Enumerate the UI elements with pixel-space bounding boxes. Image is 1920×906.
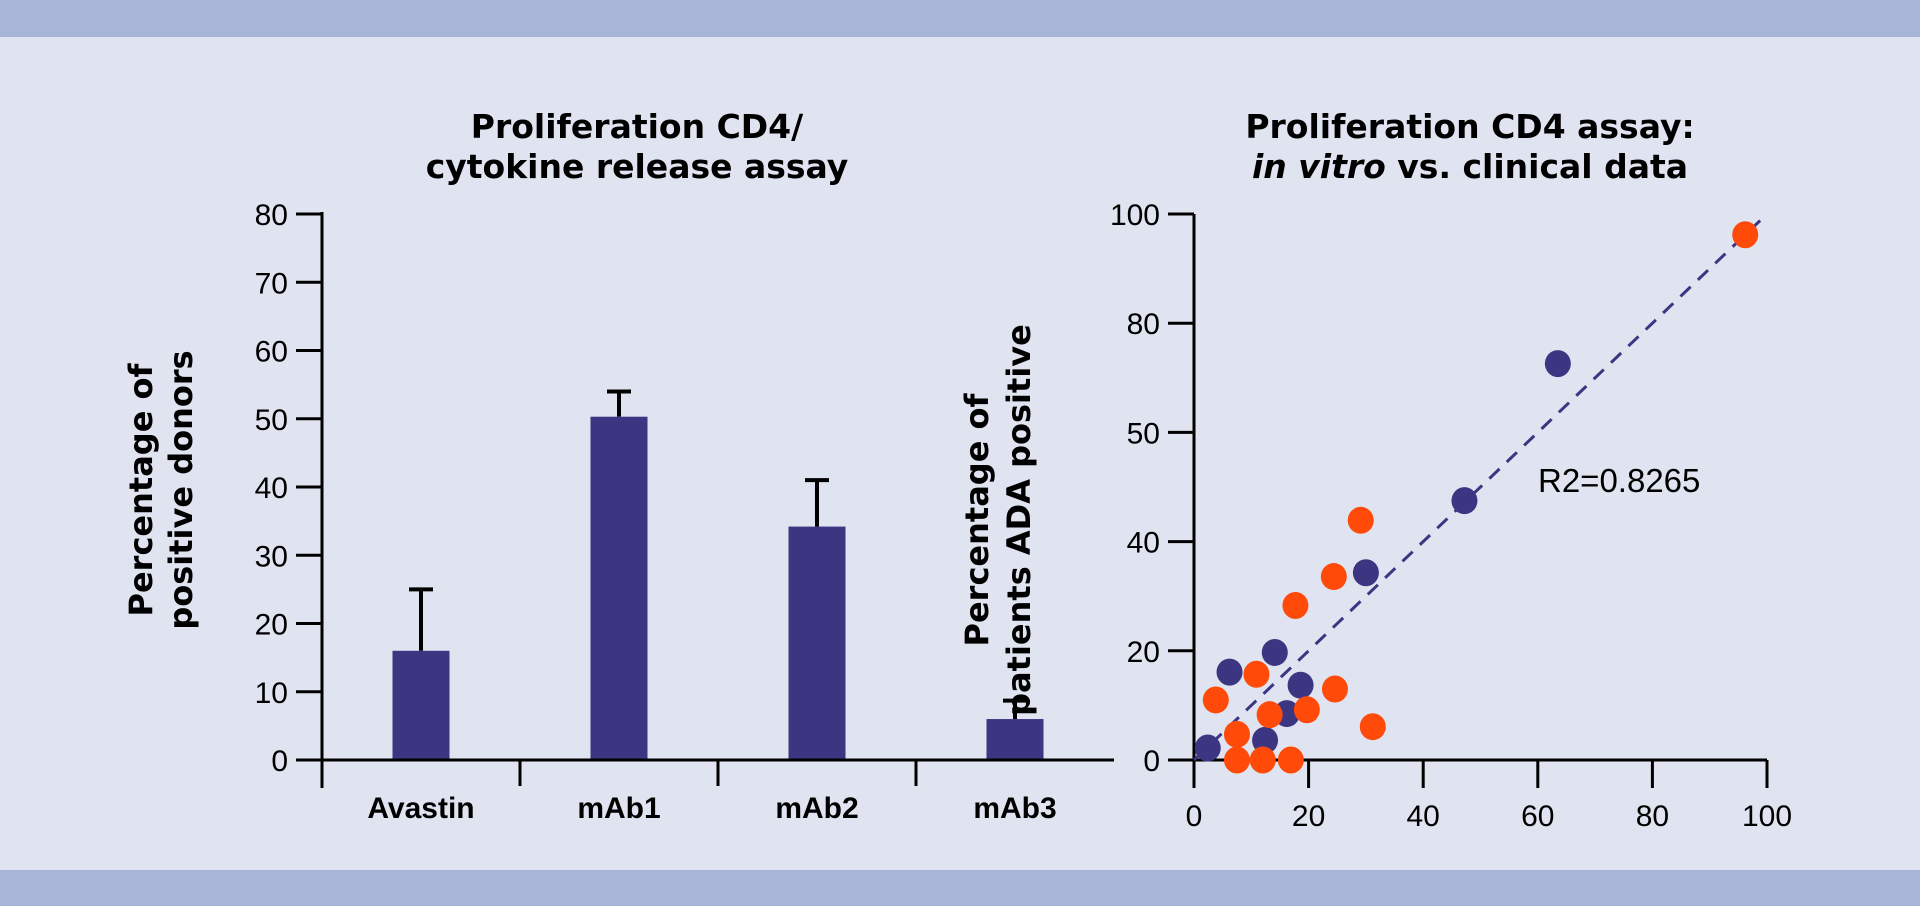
y-tick-label: 0 [1143,745,1160,778]
orange-point [1277,746,1304,774]
bar-chart-ylabel-line1: Percentage of [122,362,160,616]
y-tick-label: 100 [1110,199,1160,232]
y-tick-label: 40 [255,472,288,505]
top-band [0,0,1920,37]
category-label: mAb1 [577,792,660,825]
scatter-title-line2: in vitro vs. clinical data [1252,147,1688,186]
x-tick-label: 0 [1186,800,1203,833]
scatter-ylabel-line1: Percentage of [958,392,996,646]
scatter-title-rest: vs. clinical data [1386,147,1688,186]
y-tick-label: 30 [255,540,288,573]
orange-point [1202,686,1229,714]
y-tick-label: 0 [271,745,288,778]
blue-point [1216,658,1243,686]
y-tick-label: 40 [1127,527,1160,560]
bar-mAb2 [788,526,846,760]
blue-point [1194,734,1221,762]
scatter-title-italic: in vitro [1252,147,1386,186]
x-tick-label: 60 [1521,800,1554,833]
orange-point [1321,675,1348,703]
y-tick-label: 60 [255,336,288,369]
blue-point [1261,638,1288,666]
blue-point [1287,671,1314,699]
fit-line [1192,212,1769,762]
orange-point [1320,563,1347,591]
bar-mAb3 [986,719,1044,760]
y-tick-label: 80 [255,199,288,232]
y-tick-label: 20 [255,609,288,642]
y-tick-label: 10 [255,677,288,710]
scatter-title-line1: Proliferation CD4 assay: [1245,107,1694,146]
orange-point [1359,713,1386,741]
orange-point [1282,591,1309,619]
orange-point [1256,701,1283,729]
orange-point [1223,720,1250,748]
bottom-band [0,870,1920,906]
y-tick-label: 50 [1127,417,1160,450]
y-tick-label: 20 [1127,636,1160,669]
blue-point [1352,559,1379,587]
category-label: Avastin [367,792,474,825]
x-tick-label: 40 [1407,800,1440,833]
bar-Avastin [392,650,450,760]
scatter-ylabel-line2: patients ADA positive [1000,324,1038,716]
orange-point [1249,746,1276,774]
bar-mAb1 [590,416,648,760]
blue-point [1451,487,1478,515]
orange-point [1732,221,1759,249]
category-label: mAb2 [775,792,858,825]
y-tick-label: 50 [255,404,288,437]
bar-chart: Avastin mAb1 mAb2 mAb3 0 10 20 30 40 50 60 70 80 [255,199,1114,825]
orange-point [1347,506,1374,534]
x-tick-label: 100 [1742,800,1792,833]
blue-point [1252,726,1279,754]
y-tick-label: 70 [255,267,288,300]
y-tick-label: 80 [1127,308,1160,341]
category-label: mAb3 [973,792,1056,825]
blue-point [1544,350,1571,378]
bar-chart-ylabel-line2: positive donors [162,350,200,629]
bar-chart-title-line1: Proliferation CD4/ [471,107,804,146]
r2-annotation: R2=0.8265 [1538,462,1700,499]
x-tick-label: 80 [1636,800,1669,833]
scatter-chart: 0 20 40 50 80 100 0 20 40 60 80 100 [1110,199,1792,833]
bar-chart-title-line2: cytokine release assay [426,147,849,186]
orange-point [1243,660,1270,688]
orange-point [1223,746,1250,774]
x-tick-label: 20 [1292,800,1325,833]
orange-point [1293,696,1320,724]
